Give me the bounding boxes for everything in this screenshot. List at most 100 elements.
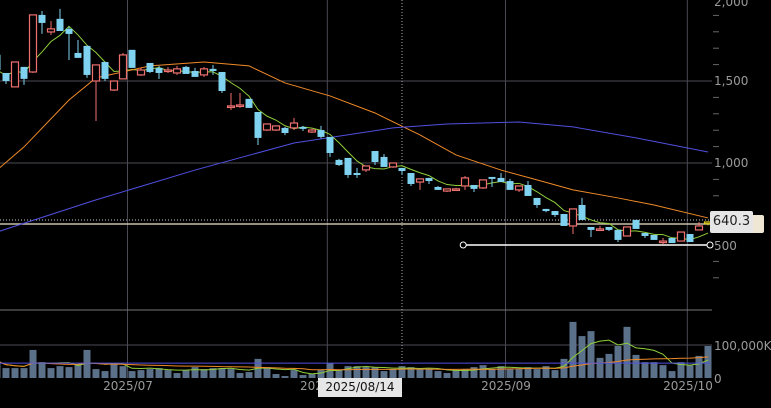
candle-body-down (407, 173, 415, 184)
candle-body-up (361, 165, 371, 171)
volume-bar (605, 353, 613, 378)
volume-bar (560, 358, 568, 378)
volume-bar (695, 355, 703, 378)
candle-body-down (245, 98, 253, 108)
candle-body-up (118, 54, 128, 80)
volume-bar (263, 367, 271, 378)
volume-tick-label: 100,000K (714, 339, 771, 353)
candle-body-up (262, 123, 272, 131)
line-handle (706, 241, 714, 249)
candle-body-up (595, 228, 605, 232)
volume-bar (56, 366, 64, 378)
candles (0, 8, 713, 245)
volume-bar (2, 368, 10, 378)
volume-bar (398, 366, 406, 378)
candle-body-up (163, 69, 173, 73)
candle-body-down (317, 130, 325, 137)
volume-bar (479, 365, 487, 378)
candle-body-down (209, 68, 217, 71)
volume-bar (596, 357, 604, 378)
volume-bar (299, 375, 307, 378)
candle-body-down (650, 234, 658, 240)
candle-body-down (578, 204, 586, 220)
candle-body-down (146, 62, 154, 72)
candle-body-down (56, 18, 64, 31)
volume-bar (587, 331, 595, 378)
volume-bar (515, 369, 523, 378)
candle-body-down (668, 237, 676, 244)
volume-bar (542, 366, 550, 378)
candle-body-down (614, 229, 622, 240)
candle-body-up (514, 185, 524, 191)
volume-bar (677, 362, 685, 378)
volume-bar (344, 366, 352, 378)
volume-bar (389, 369, 397, 378)
candle-body-up (388, 162, 398, 168)
volume-bar (38, 362, 46, 378)
candle-body-down (299, 126, 307, 129)
volume-bar (380, 371, 388, 378)
candle-body-down (254, 111, 262, 138)
volume-bar (119, 366, 127, 378)
volume-bar (425, 369, 433, 378)
candle-body-down (344, 157, 352, 175)
candle-body-up (658, 240, 668, 244)
volume-bar (461, 369, 469, 378)
candle-body-down (488, 176, 496, 179)
volume-bar (650, 362, 658, 378)
candle-body-down (155, 67, 163, 73)
candle-body-down (605, 226, 613, 230)
volume-tick-label: 0 (714, 372, 722, 386)
volume-bar (371, 367, 379, 378)
volume-bar (218, 368, 226, 378)
candle-body-up (28, 14, 38, 73)
date-label: 2025/10 (663, 379, 713, 393)
crosshair-date-label: 2025/08/14 (318, 378, 402, 397)
candle-body-down (425, 177, 433, 182)
volume-bar (488, 369, 496, 378)
ma-short-line (0, 25, 709, 241)
candle-body-down (551, 211, 559, 215)
candle-body-down (83, 45, 91, 75)
volume-bar (236, 373, 244, 378)
candle-body-up (109, 80, 119, 91)
volume-bar (524, 367, 532, 378)
volume-bar (191, 367, 199, 378)
volume-bar (74, 364, 82, 378)
volume-bar (245, 372, 253, 378)
candle-body-down (632, 219, 640, 229)
volume-bar (443, 373, 451, 378)
volume-bar (290, 370, 298, 378)
candle-body-down (0, 54, 1, 71)
price-tick-label: 1,000 (714, 156, 748, 170)
candle-body-up (172, 68, 182, 74)
candle-body-up (271, 125, 281, 131)
candle-body-up (694, 225, 704, 231)
ma-medium-line (0, 61, 709, 219)
volume-bar (641, 362, 649, 378)
volume-bar (65, 367, 73, 378)
candle-body-down (686, 234, 694, 243)
volume-bar (632, 354, 640, 378)
candle-body-down (371, 151, 379, 163)
volume-bar (11, 368, 19, 378)
volume-bar (0, 361, 1, 378)
volume-bar (623, 326, 631, 378)
price-tick-label: 2,000 (714, 0, 748, 9)
volume-bar (317, 370, 325, 378)
candle-body-down (470, 184, 478, 189)
volume-bar (155, 368, 163, 378)
volume-bar (551, 370, 559, 378)
date-label: 202 (300, 379, 323, 393)
candle-body-down (101, 61, 109, 79)
candle-body-down (74, 52, 82, 58)
candle-body-up (478, 179, 488, 189)
candle-body-up (289, 122, 299, 129)
volume-bar (281, 376, 289, 378)
volume-bar (335, 370, 343, 378)
candle-body-down (326, 136, 334, 153)
volume-bar (272, 374, 280, 378)
grid (0, 0, 719, 378)
volume-bar (506, 369, 514, 378)
